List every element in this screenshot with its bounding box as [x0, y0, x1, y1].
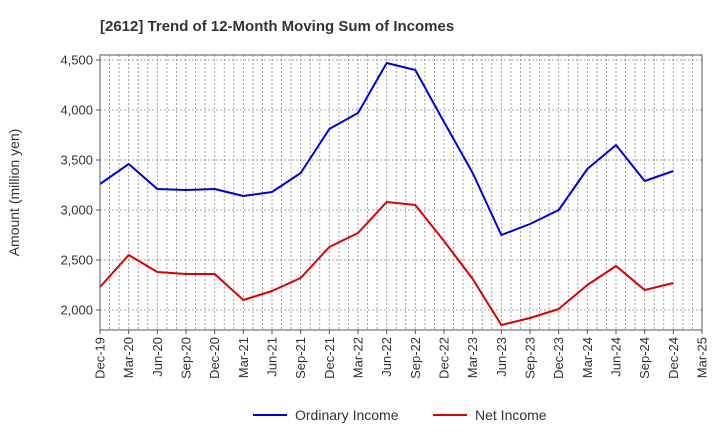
series-line-ordinary-income [99, 62, 674, 236]
x-tick-label: Dec-22 [437, 337, 452, 379]
y-axis-label: Amount (million yen) [6, 129, 22, 257]
x-tick-label: Mar-23 [465, 337, 480, 378]
plot-frame [99, 54, 703, 331]
x-tick-label: Sep-20 [179, 337, 194, 379]
legend: Ordinary Income Net Income [253, 407, 547, 423]
y-tick-label: 2,500 [60, 253, 93, 268]
series-line-net-income [99, 201, 674, 326]
y-tick-label: 4,000 [60, 103, 93, 118]
legend-label: Net Income [475, 407, 547, 423]
y-tick-label: 4,500 [60, 53, 93, 68]
y-tick-label: 3,500 [60, 153, 93, 168]
x-tick-label: Dec-23 [551, 337, 566, 379]
x-tick-label: Mar-22 [351, 337, 366, 378]
x-tick-label: Jun-22 [379, 337, 394, 377]
x-tick-label: Sep-22 [408, 337, 423, 379]
x-tick-label: Dec-20 [207, 337, 222, 379]
x-tick-label: Jun-20 [150, 337, 165, 377]
x-tick-label: Dec-24 [666, 337, 681, 379]
x-tick-label: Mar-25 [695, 337, 710, 378]
x-tick-label: Mar-21 [236, 337, 251, 378]
x-tick-label: Mar-24 [580, 337, 595, 378]
y-tick-label: 3,000 [60, 203, 93, 218]
y-axis-ticks: 2,000 2,500 3,000 3,500 4,000 4,500 [60, 53, 100, 318]
x-tick-label: Jun-23 [494, 337, 509, 377]
x-tick-label: Sep-21 [293, 337, 308, 379]
legend-label: Ordinary Income [295, 407, 399, 423]
x-tick-label: Dec-19 [93, 337, 108, 379]
x-tick-label: Dec-21 [322, 337, 337, 379]
x-tick-label: Mar-20 [121, 337, 136, 378]
x-tick-label: Jun-21 [265, 337, 280, 377]
x-tick-label: Sep-23 [523, 337, 538, 379]
x-tick-label: Jun-24 [609, 337, 624, 377]
grid [99, 55, 703, 330]
chart-title: [2612] Trend of 12-Month Moving Sum of I… [100, 18, 454, 35]
series-lines [99, 62, 674, 326]
x-tick-label: Sep-24 [637, 337, 652, 379]
y-tick-label: 2,000 [60, 303, 93, 318]
x-axis-ticks: Dec-19 Mar-20 Jun-20 Sep-20 Dec-20 Mar-21 Jun-… [93, 330, 710, 379]
